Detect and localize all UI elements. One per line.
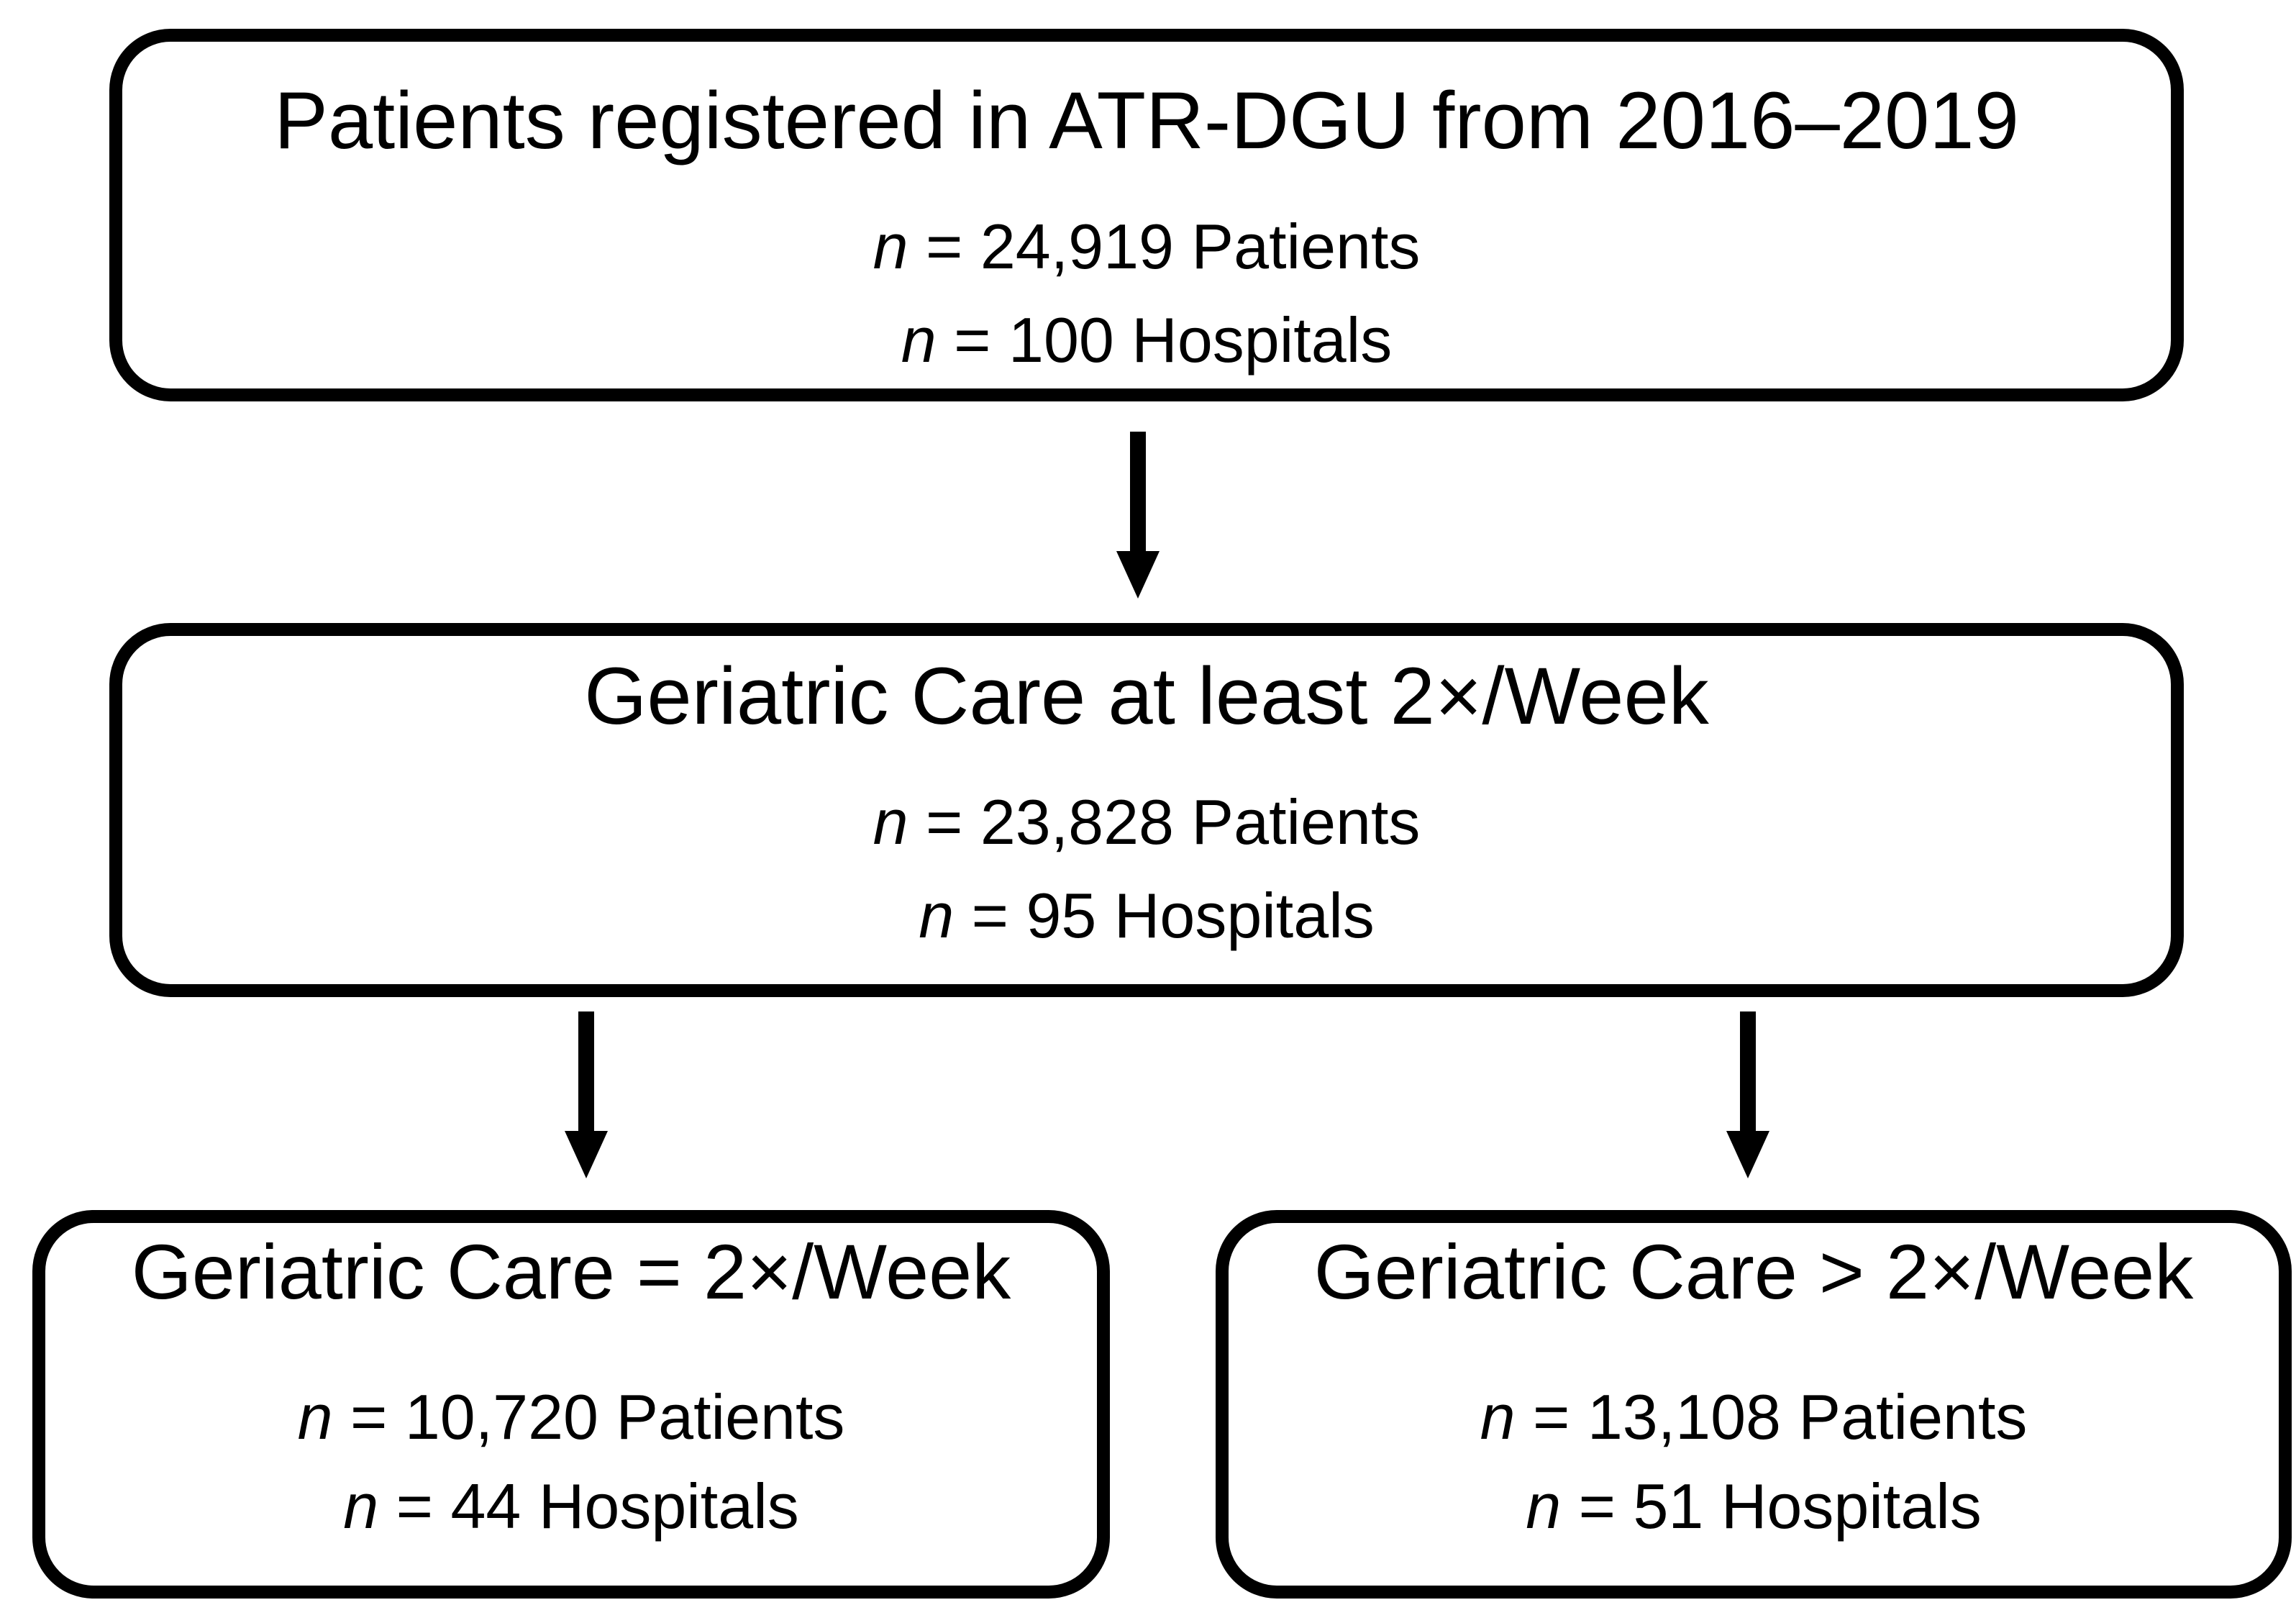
stat-hospitals: n = 100 Hospitals xyxy=(901,299,1392,381)
stat-text: = 23,828 Patients xyxy=(908,786,1421,858)
stat-symbol: n xyxy=(343,1470,379,1542)
stat-text: = 95 Hospitals xyxy=(954,880,1375,951)
stat-patients: n = 23,828 Patients xyxy=(873,781,1421,863)
connector-atleast-to-greater xyxy=(1719,1011,1777,1178)
node-geriatric-care-at-least-2x-week: Geriatric Care at least 2×/Week n = 23,8… xyxy=(109,623,2184,997)
stat-patients: n = 24,919 Patients xyxy=(873,206,1421,288)
stat-text: = 51 Hospitals xyxy=(1561,1470,1982,1542)
stat-symbol: n xyxy=(901,304,937,376)
stat-symbol: n xyxy=(873,786,908,858)
node-geriatric-care-equal-2x-week: Geriatric Care = 2×/Week n = 10,720 Pati… xyxy=(32,1210,1110,1599)
stat-symbol: n xyxy=(297,1381,333,1452)
arrow-down-icon xyxy=(1116,432,1160,599)
stat-symbol: n xyxy=(1526,1470,1562,1542)
stat-text: = 100 Hospitals xyxy=(936,304,1393,376)
node-title: Geriatric Care > 2×/Week xyxy=(1313,1228,2194,1315)
stat-hospitals: n = 51 Hospitals xyxy=(1526,1465,1982,1547)
arrow-down-icon xyxy=(565,1011,608,1178)
node-geriatric-care-greater-2x-week: Geriatric Care > 2×/Week n = 13,108 Pati… xyxy=(1216,1210,2292,1599)
node-patients-registered: Patients registered in ATR-DGU from 2016… xyxy=(109,29,2184,401)
node-title: Geriatric Care at least 2×/Week xyxy=(584,651,1709,741)
node-title: Geriatric Care = 2×/Week xyxy=(131,1228,1011,1315)
connector-atleast-to-equal xyxy=(557,1011,615,1178)
stat-text: = 13,108 Patients xyxy=(1515,1381,2028,1452)
stat-text: = 24,919 Patients xyxy=(908,211,1421,282)
connector-registered-to-atleast xyxy=(1109,432,1167,599)
stat-symbol: n xyxy=(919,880,955,951)
stat-patients: n = 13,108 Patients xyxy=(1480,1376,2028,1458)
stat-patients: n = 10,720 Patients xyxy=(298,1376,845,1458)
stat-text: = 10,720 Patients xyxy=(332,1381,845,1452)
stat-symbol: n xyxy=(1480,1381,1516,1452)
stat-text: = 44 Hospitals xyxy=(378,1470,799,1542)
stat-hospitals: n = 44 Hospitals xyxy=(343,1465,799,1547)
stat-symbol: n xyxy=(873,211,908,282)
stat-hospitals: n = 95 Hospitals xyxy=(919,875,1375,957)
arrow-down-icon xyxy=(1726,1011,1769,1178)
node-title: Patients registered in ATR-DGU from 2016… xyxy=(274,76,2019,165)
